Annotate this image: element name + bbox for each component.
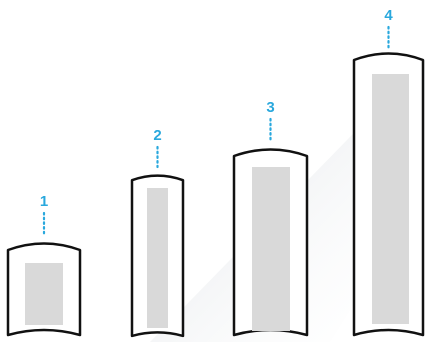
cylinder-group — [6, 52, 425, 338]
label-group: 1 2 3 4 — [40, 7, 394, 210]
cylinder-3-inner-panel — [252, 167, 290, 331]
connector-group — [42, 25, 390, 236]
step-label-4: 4 — [384, 7, 393, 24]
cylinder-2-inner-panel — [147, 188, 168, 328]
cylinder-4-inner-panel — [372, 74, 409, 324]
cylinder-1-inner-panel — [25, 263, 63, 325]
step-label-2: 2 — [153, 127, 161, 144]
step-label-3: 3 — [266, 99, 274, 116]
step-label-1: 1 — [40, 193, 48, 210]
